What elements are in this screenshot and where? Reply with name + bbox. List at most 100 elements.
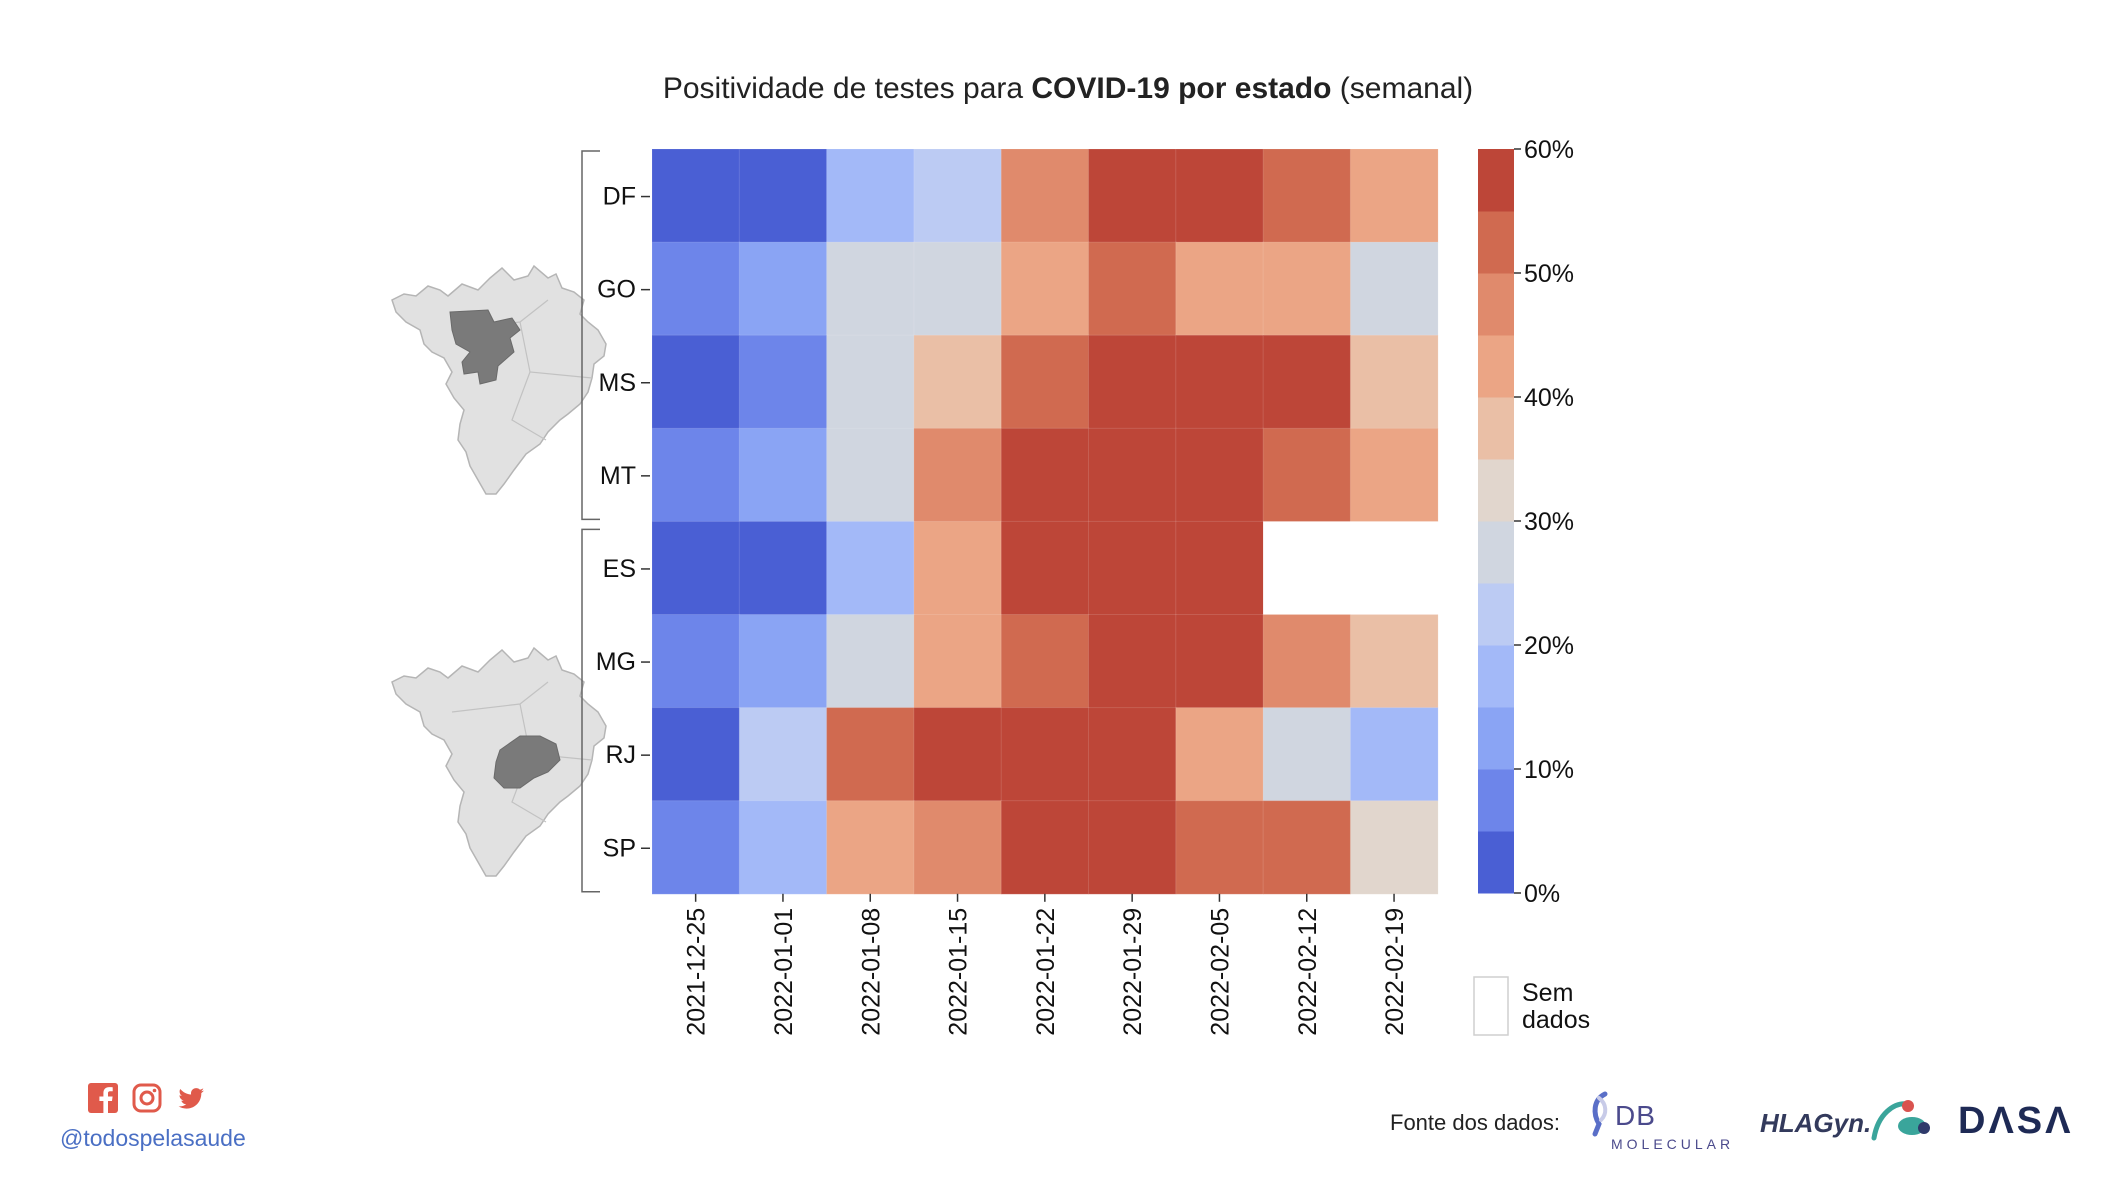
title-suffix: (semanal) [1331,72,1474,105]
colorbar-tick-label: 0% [1524,880,1560,908]
heatmap-cell-es-2022-01-22 [1000,520,1090,616]
region-maps [391,264,607,877]
db-logo-subtext: MOLECULAR [1611,1136,1735,1152]
heatmap-cell-mt-2022-02-12 [1262,427,1352,523]
heatmap-cell-df-2022-01-29 [1088,148,1177,243]
x-tick-label-2022-01-08: 2022-01-08 [857,908,885,1036]
group-bracket [581,150,600,521]
heatmap-cell-mg-2022-01-29 [1088,614,1177,709]
y-tick-label-mg: MG [596,648,636,676]
heatmap-cell-ms-2022-01-29 [1088,334,1177,430]
heatmap-cell-ms-2022-01-22 [1000,334,1090,430]
heatmap-cell-sp-2022-01-22 [1000,800,1090,895]
colorbar-segment [1478,831,1514,894]
colorbar-segment [1478,335,1514,398]
heatmap-cell-sp-2022-02-19 [1349,800,1439,895]
heatmap-cell-es-2022-01-29 [1088,520,1177,616]
heatmap-cell-sp-2022-02-05 [1175,800,1265,895]
colorbar-segment [1478,707,1514,770]
group-brackets [581,150,600,893]
heatmap-cell-go-2022-01-15 [913,241,1003,337]
no-data-label-line1: Sem [1522,979,1573,1007]
title-bold: COVID-19 por estado [1031,72,1332,105]
dasa-logo: DΛSΛ [1958,1100,2074,1142]
heatmap-cell-mg-2022-01-15 [913,614,1003,709]
hlagyn-mark-icon [1871,1100,1930,1141]
heatmap-cell-ms-2022-01-01 [738,334,828,430]
no-data-label-line2: dados [1522,1006,1590,1034]
title-prefix: Positividade de testes para [662,72,1032,105]
heatmap-cell-mg-2022-02-19 [1349,614,1439,709]
heatmap-cell-rj-2021-12-25 [651,707,741,802]
heatmap-cell-df-2022-01-01 [738,148,828,243]
heatmap-cell-mg-2022-01-22 [1000,614,1090,709]
heatmap-cell-sp-2022-01-29 [1088,800,1177,895]
heatmap-cell-df-2022-02-12 [1262,148,1352,243]
y-tick-labels: DF GO MS MT ES MG RJ SP [596,183,650,862]
heatmap-cell-rj-2022-01-22 [1000,707,1090,802]
db-molecular-logo: DB MOLECULAR [1585,1090,1730,1152]
heatmap-cell-mt-2022-02-05 [1175,427,1265,523]
db-molecular-mark-icon [1592,1091,1608,1137]
chart-title: Positividade de testes para COVID-19 por… [0,72,2104,106]
heatmap-cell-go-2022-02-12 [1262,241,1352,337]
heatmap-cell-rj-2022-01-29 [1088,707,1177,802]
heatmap-cell-go-2022-02-05 [1175,241,1265,337]
heatmap-cell-rj-2022-01-08 [826,707,915,802]
heatmap-cell-mg-2022-01-08 [826,614,915,709]
heatmap-cell-sp-2021-12-25 [651,800,741,895]
twitter-icon[interactable] [176,1083,206,1113]
social-handle[interactable]: @todospelasaude [60,1125,246,1151]
brazil-sudeste-map-icon [391,646,607,877]
heatmap-cell-mt-2022-01-08 [826,427,915,523]
heatmap-cell-df-2022-02-19 [1349,148,1439,243]
heatmap-cell-rj-2022-01-15 [913,707,1003,802]
colorbar-segment [1478,583,1514,646]
heatmap-cell-mg-2021-12-25 [651,614,741,709]
facebook-icon[interactable] [88,1083,118,1113]
highlight-sudeste [493,735,561,789]
y-tick-label-rj: RJ [605,741,636,769]
x-tick-labels: 2021-12-25 2022-01-01 2022-01-08 2022-01-15… [683,893,1409,1036]
heatmap-cell-ms-2022-01-15 [913,334,1003,430]
x-tick-label-2022-01-29: 2022-01-29 [1119,908,1147,1036]
colorbar-segment [1478,459,1514,522]
heatmap-cell-mt-2022-01-29 [1088,427,1177,523]
colorbar-segment [1478,149,1514,212]
heatmap-cell-df-2022-01-08 [826,148,915,243]
hlagyn-logo: HLAGyn. [1760,1100,1930,1141]
y-tick-label-ms: MS [599,369,637,397]
heatmap-cell-es-2022-02-12 [1263,521,1351,615]
colorbar-segment [1478,273,1514,336]
colorbar-segment [1478,521,1514,584]
heatmap-cell-mt-2022-02-19 [1349,427,1439,523]
instagram-icon[interactable] [132,1083,162,1113]
heatmap-cell-es-2022-01-08 [826,520,915,616]
heatmap-cell-go-2022-02-19 [1349,241,1439,337]
colorbar-tick-label: 40% [1524,384,1574,412]
colorbar-segment [1478,769,1514,832]
heatmap-cell-df-2022-01-15 [913,148,1003,243]
group-bracket [581,528,600,893]
heatmap-cell-sp-2022-01-01 [738,800,828,895]
colorbar-tick-label: 30% [1524,508,1574,536]
colorbar-segment [1478,211,1514,274]
brazil-centro-oeste-map-icon [391,264,607,495]
heatmap-cell-sp-2022-01-08 [826,800,915,895]
heatmap-cell-rj-2022-02-12 [1262,707,1352,802]
x-tick-label-2022-02-19: 2022-02-19 [1381,908,1409,1036]
heatmap-cell-rj-2022-01-01 [738,707,828,802]
heatmap-cell-df-2022-01-22 [1000,148,1090,243]
heatmap-cell-go-2022-01-29 [1088,241,1177,337]
x-tick-label-2022-01-01: 2022-01-01 [770,908,798,1036]
heatmap-cell-mg-2022-02-12 [1262,614,1352,709]
y-tick-label-mt: MT [600,462,636,490]
x-tick-label-2022-01-15: 2022-01-15 [945,908,973,1036]
heatmap-cell-df-2021-12-25 [651,148,741,243]
colorbar-tick-label: 60% [1524,136,1574,164]
heatmap-cells [651,148,1439,895]
x-tick-label-2022-02-05: 2022-02-05 [1207,908,1235,1036]
heatmap-cell-go-2021-12-25 [651,241,741,337]
